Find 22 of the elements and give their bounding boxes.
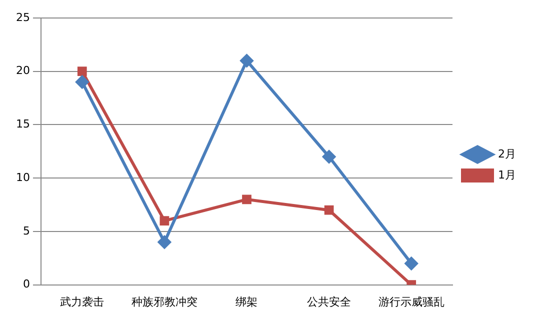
- y-tick-label: 10: [16, 170, 30, 184]
- point: [160, 216, 170, 226]
- legend-label: 2月: [498, 147, 516, 160]
- y-tick-label: 15: [16, 118, 30, 131]
- y-tick-label: 5: [22, 224, 30, 238]
- x-tick-label: 种族邪教冲突: [131, 295, 198, 308]
- x-tick-label: 游行示威骚乱: [378, 295, 444, 308]
- point: [404, 256, 418, 270]
- point: [76, 76, 89, 89]
- point: [77, 66, 87, 76]
- point: [324, 205, 334, 215]
- y-tick-label: 25: [16, 10, 30, 24]
- y-tick-label: 0: [22, 278, 30, 291]
- x-tick-label: 绑架: [236, 295, 258, 308]
- point: [322, 150, 336, 164]
- point: [158, 236, 171, 249]
- y-tick-label: 20: [16, 64, 30, 78]
- x-tick-label: 武力袭击: [60, 295, 104, 308]
- x-tick-label: 公共安全: [307, 295, 352, 308]
- point: [240, 54, 254, 68]
- legend-label: 1月: [498, 168, 516, 182]
- point: [242, 194, 252, 204]
